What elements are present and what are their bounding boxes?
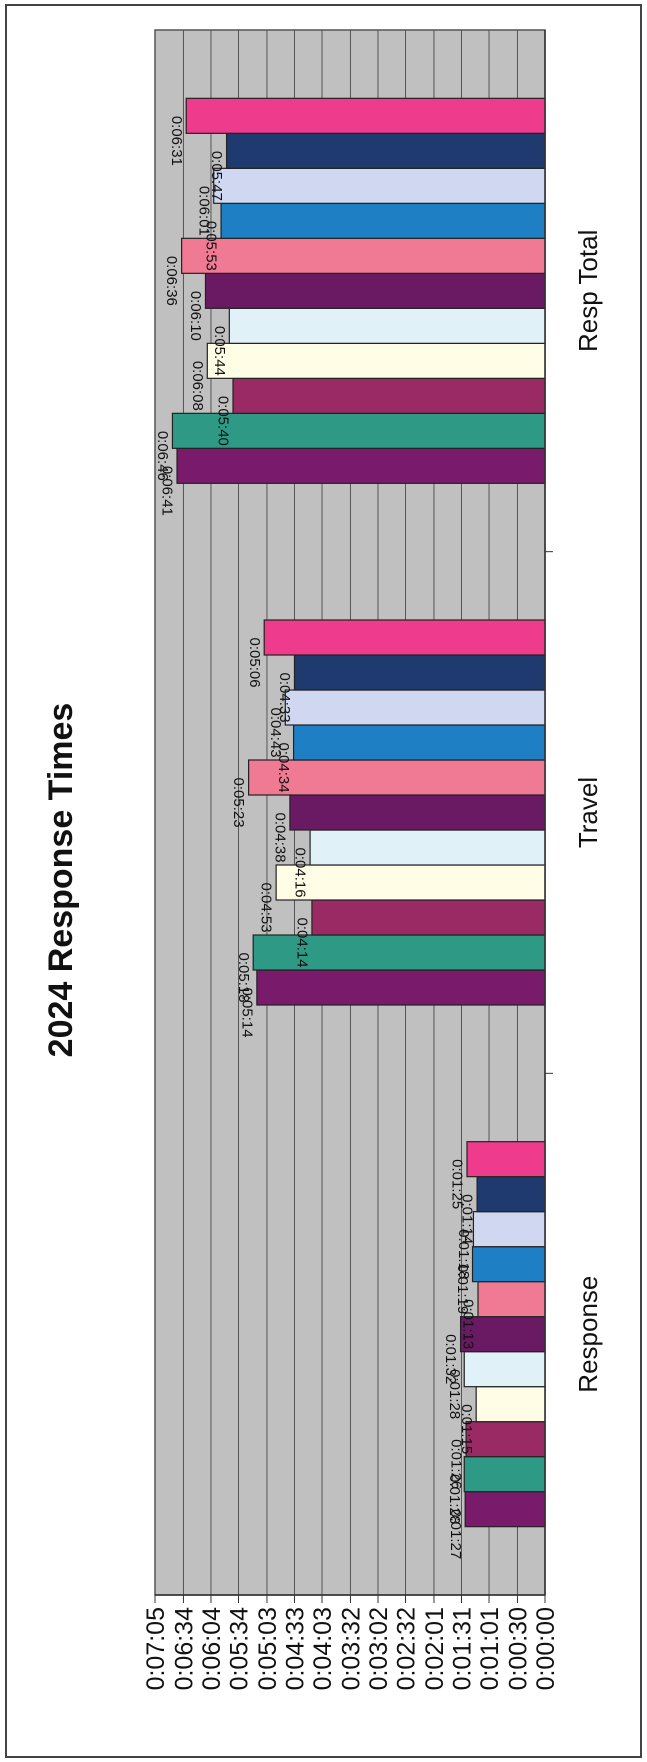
bar [256,969,546,1006]
value-tick-label: 0:02:01 [421,1607,449,1690]
value-tick-label: 0:01:31 [448,1607,476,1690]
bar [466,1141,546,1178]
data-label: 0:05:06 [246,638,263,688]
category-label: Travel [573,777,603,848]
data-label: 0:04:34 [275,743,292,793]
value-tick-label: 0:07:05 [142,1607,170,1690]
value-tick-label: 0:01:01 [476,1607,504,1690]
bar [181,237,546,274]
bar [275,864,546,901]
bar [204,272,546,309]
bar [232,377,546,414]
data-label: 0:06:08 [189,361,206,411]
bar [248,759,546,796]
data-label: 0:05:47 [208,151,225,201]
bar [475,1386,546,1423]
bar [477,1281,546,1318]
data-label: 0:04:16 [292,848,309,898]
value-tick-label: 0:06:04 [198,1607,226,1691]
data-label: 0:04:38 [271,813,288,863]
axes: 0:00:000:00:300:01:010:01:310:02:010:02:… [142,30,603,1690]
data-label: 0:01:28 [446,1474,463,1524]
data-label: 0:01:27 [447,1509,464,1559]
data-label: 0:06:10 [187,291,204,341]
data-label: 0:05:53 [203,221,220,271]
data-label: 0:06:36 [163,256,180,306]
bar [293,654,546,691]
data-label: 0:05:23 [230,778,247,828]
data-label: 0:06:01 [195,186,212,236]
data-label: 0:01:32 [442,1334,459,1384]
chart-title: 2024 Response Times [42,703,80,1058]
value-tick-label: 0:03:32 [337,1607,365,1690]
bar [206,342,546,379]
bar [225,132,546,169]
bar [311,899,546,936]
bar [284,689,546,726]
data-label: 0:01:25 [449,1159,466,1209]
bar [220,202,546,239]
bar [289,794,546,831]
value-tick-label: 0:05:34 [226,1607,254,1691]
data-label: 0:01:13 [460,1299,477,1349]
bar [309,829,546,866]
bar [463,1456,546,1493]
data-label: 0:05:40 [215,396,232,446]
value-tick-label: 0:06:34 [170,1607,198,1691]
value-tick-label: 0:05:03 [254,1607,282,1690]
data-label: 0:06:31 [168,116,185,166]
category-label: Resp Total [573,230,603,352]
data-label: 0:05:44 [211,326,228,376]
data-label: 0:01:15 [458,1404,475,1454]
data-label: 0:01:19 [454,1264,471,1314]
data-label: 0:05:14 [238,988,255,1038]
bar [292,724,546,761]
data-label: 0:04:53 [258,883,275,933]
data-label: 0:04:43 [267,708,284,758]
value-tick-label: 0:04:03 [309,1607,337,1690]
bar [472,1211,546,1248]
value-tick-label: 0:02:32 [393,1607,421,1690]
bar [213,167,546,204]
bar [464,1491,546,1528]
data-label: 0:06:46 [154,431,171,481]
data-label: 0:05:18 [235,953,252,1003]
data-label: 0:04:14 [294,918,311,968]
value-tick-label: 0:00:30 [504,1607,532,1690]
data-label: 0:01:26 [448,1439,465,1489]
bar [252,934,546,971]
category-label: Response [573,1276,603,1393]
bars [171,97,546,1528]
value-tick-label: 0:04:33 [281,1607,309,1690]
bar [471,1246,546,1283]
bar [476,1176,546,1213]
data-label: 0:01:14 [459,1194,476,1244]
data-label: 0:01:18 [455,1229,472,1279]
data-labels: 0:01:270:01:280:01:260:01:150:01:280:01:… [154,116,477,1559]
bar [465,1421,546,1458]
bar [176,447,546,484]
bar [263,619,546,656]
bar [459,1316,546,1353]
data-label: 0:04:33 [276,673,293,723]
bar [463,1351,546,1388]
bar [185,97,546,134]
value-tick-label: 0:00:00 [532,1607,560,1690]
bar [228,307,546,344]
data-label: 0:06:41 [159,466,176,516]
value-tick-label: 0:03:02 [365,1607,393,1690]
data-label: 0:01:28 [446,1369,463,1419]
